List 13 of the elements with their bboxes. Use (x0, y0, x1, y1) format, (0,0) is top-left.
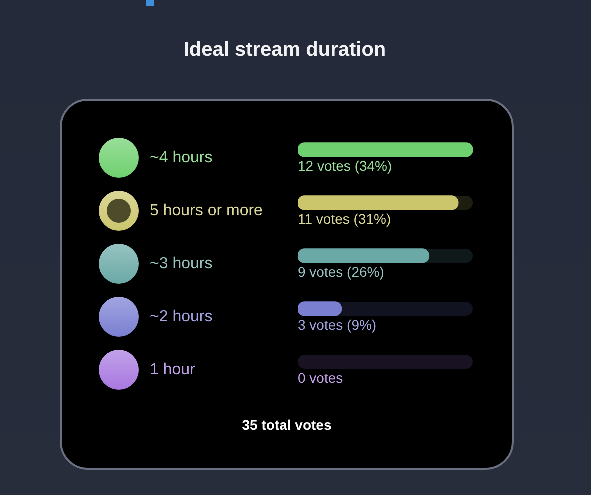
chart-title: Ideal stream duration (182, 38, 388, 62)
y-tick-label: ~2 hours (150, 308, 213, 326)
data-label: 9 votes (26%) (298, 264, 384, 280)
data-label: 11 votes (31%) (298, 210, 392, 227)
y-tick-label: 5 hours or more (150, 202, 264, 220)
bar (298, 302, 342, 316)
data-label: 0 votes (298, 370, 344, 386)
data-label: 3 votes (9%) (298, 316, 377, 333)
y-tick-label: ~3 hours (150, 255, 213, 272)
data-label: 12 votes (34%) (298, 158, 392, 174)
y-tick-label: ~4 hours (150, 149, 213, 166)
y-tick-label: 1 hour (150, 361, 196, 378)
text: 35 total votes (241, 416, 333, 435)
